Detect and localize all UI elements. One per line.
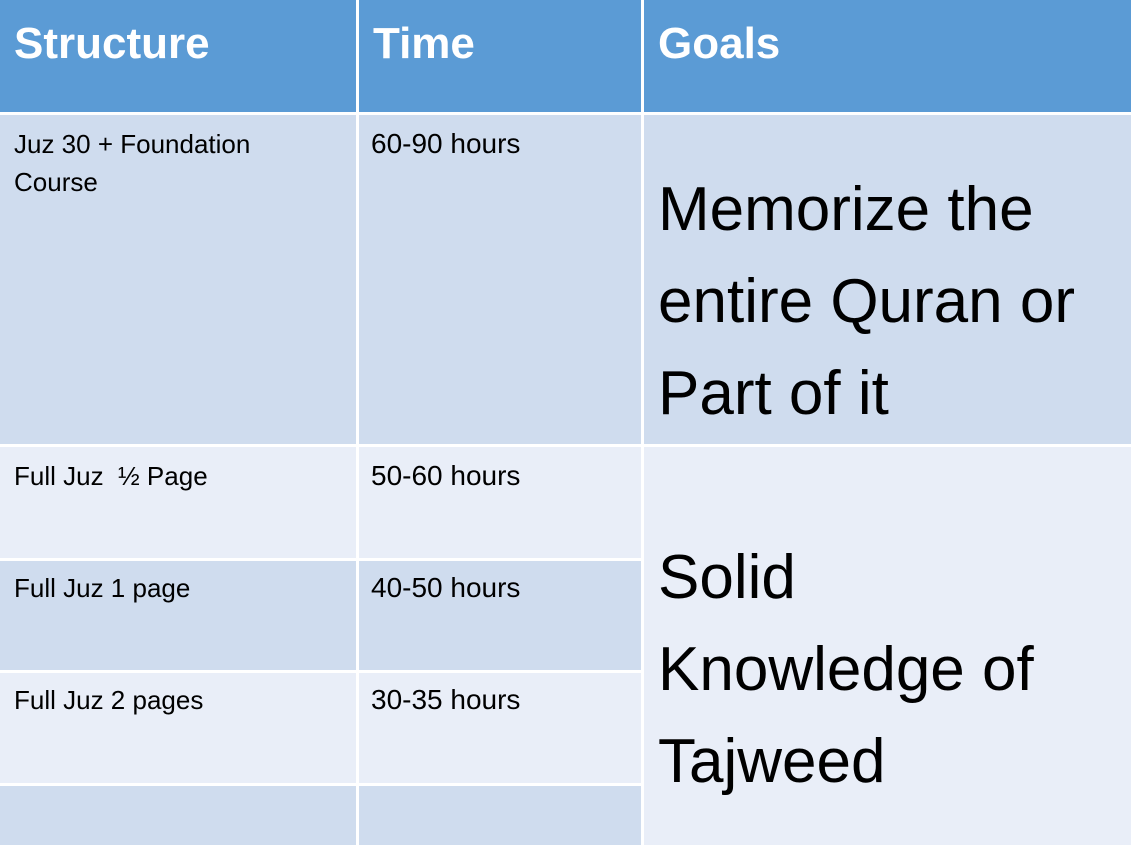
time-text: 40-50 hours <box>371 572 521 603</box>
table-row-5-time <box>359 786 641 845</box>
structure-text: Juz 30 + Foundation Course <box>14 129 251 197</box>
header-time: Time <box>359 0 641 112</box>
structure-text: Full Juz 2 pages <box>14 685 204 715</box>
header-goals: Goals <box>644 0 1131 112</box>
table-row-1-time: 60-90 hours <box>359 115 641 444</box>
goal-cell-1: Memorize the entire Quran or Part of it <box>644 115 1131 444</box>
table-row-3-time: 40-50 hours <box>359 561 641 670</box>
table-row-2-structure: Full Juz ½ Page <box>0 447 356 558</box>
table-row-4-structure: Full Juz 2 pages <box>0 673 356 783</box>
time-text: 30-35 hours <box>371 684 521 715</box>
goal-text-memorize: Memorize the entire Quran or Part of it <box>658 175 1075 428</box>
time-text: 50-60 hours <box>371 460 521 491</box>
table-row-5-structure <box>0 786 356 845</box>
goal-text-tajweed: Solid Knowledge of Tajweed <box>658 543 1034 796</box>
header-structure: Structure <box>0 0 356 112</box>
table-row-3-structure: Full Juz 1 page <box>0 561 356 670</box>
table-row-2-time: 50-60 hours <box>359 447 641 558</box>
time-text: 60-90 hours <box>371 128 521 159</box>
structure-text: Full Juz ½ Page <box>14 461 208 491</box>
structure-text: Full Juz 1 page <box>14 573 191 603</box>
goal-cell-2: Solid Knowledge of Tajweed <box>644 447 1131 845</box>
table-row-4-time: 30-35 hours <box>359 673 641 783</box>
table-row-1-structure: Juz 30 + Foundation Course <box>0 115 356 444</box>
